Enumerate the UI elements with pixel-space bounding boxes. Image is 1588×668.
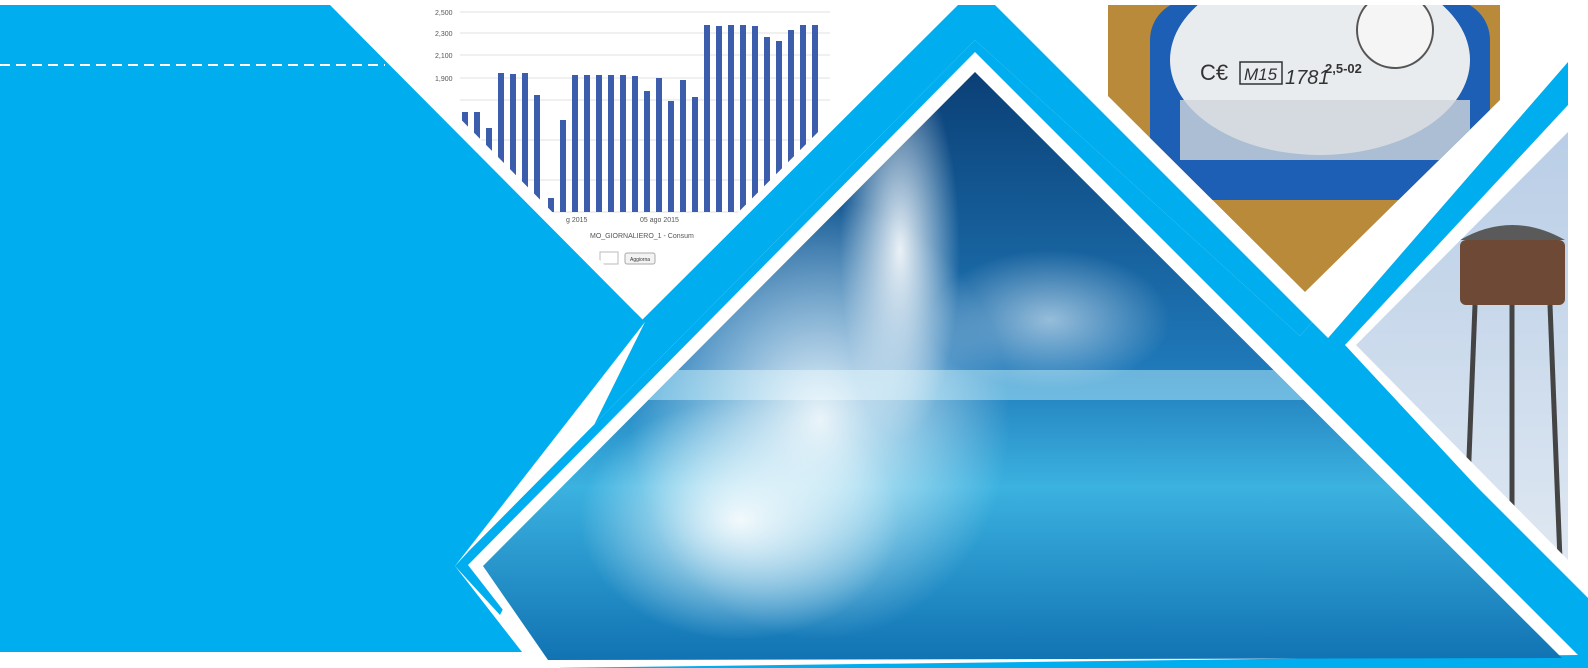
tick-label: 05 ago 2015	[640, 217, 679, 224]
blue-stripe	[1322, 62, 1568, 625]
blue-panel	[0, 5, 645, 652]
tick-label: 2,100	[435, 53, 453, 60]
button-label: Aggiorna	[630, 257, 650, 263]
tick-label: g 2015	[566, 217, 588, 224]
tick-label: 2,500	[435, 10, 453, 17]
caption: MO_GIORNALIERO_1 - Consum	[590, 233, 694, 240]
button	[624, 252, 656, 265]
svg-text:C€: C€	[1200, 60, 1228, 85]
tick-label: 2,300	[435, 31, 453, 38]
meter-number: 1781	[1285, 67, 1330, 89]
blue-stripe	[455, 5, 1312, 615]
meter-code: 2,5-02	[1325, 61, 1362, 76]
meter-mark: M15	[1244, 65, 1278, 84]
tick-label: 1,900	[435, 76, 453, 83]
